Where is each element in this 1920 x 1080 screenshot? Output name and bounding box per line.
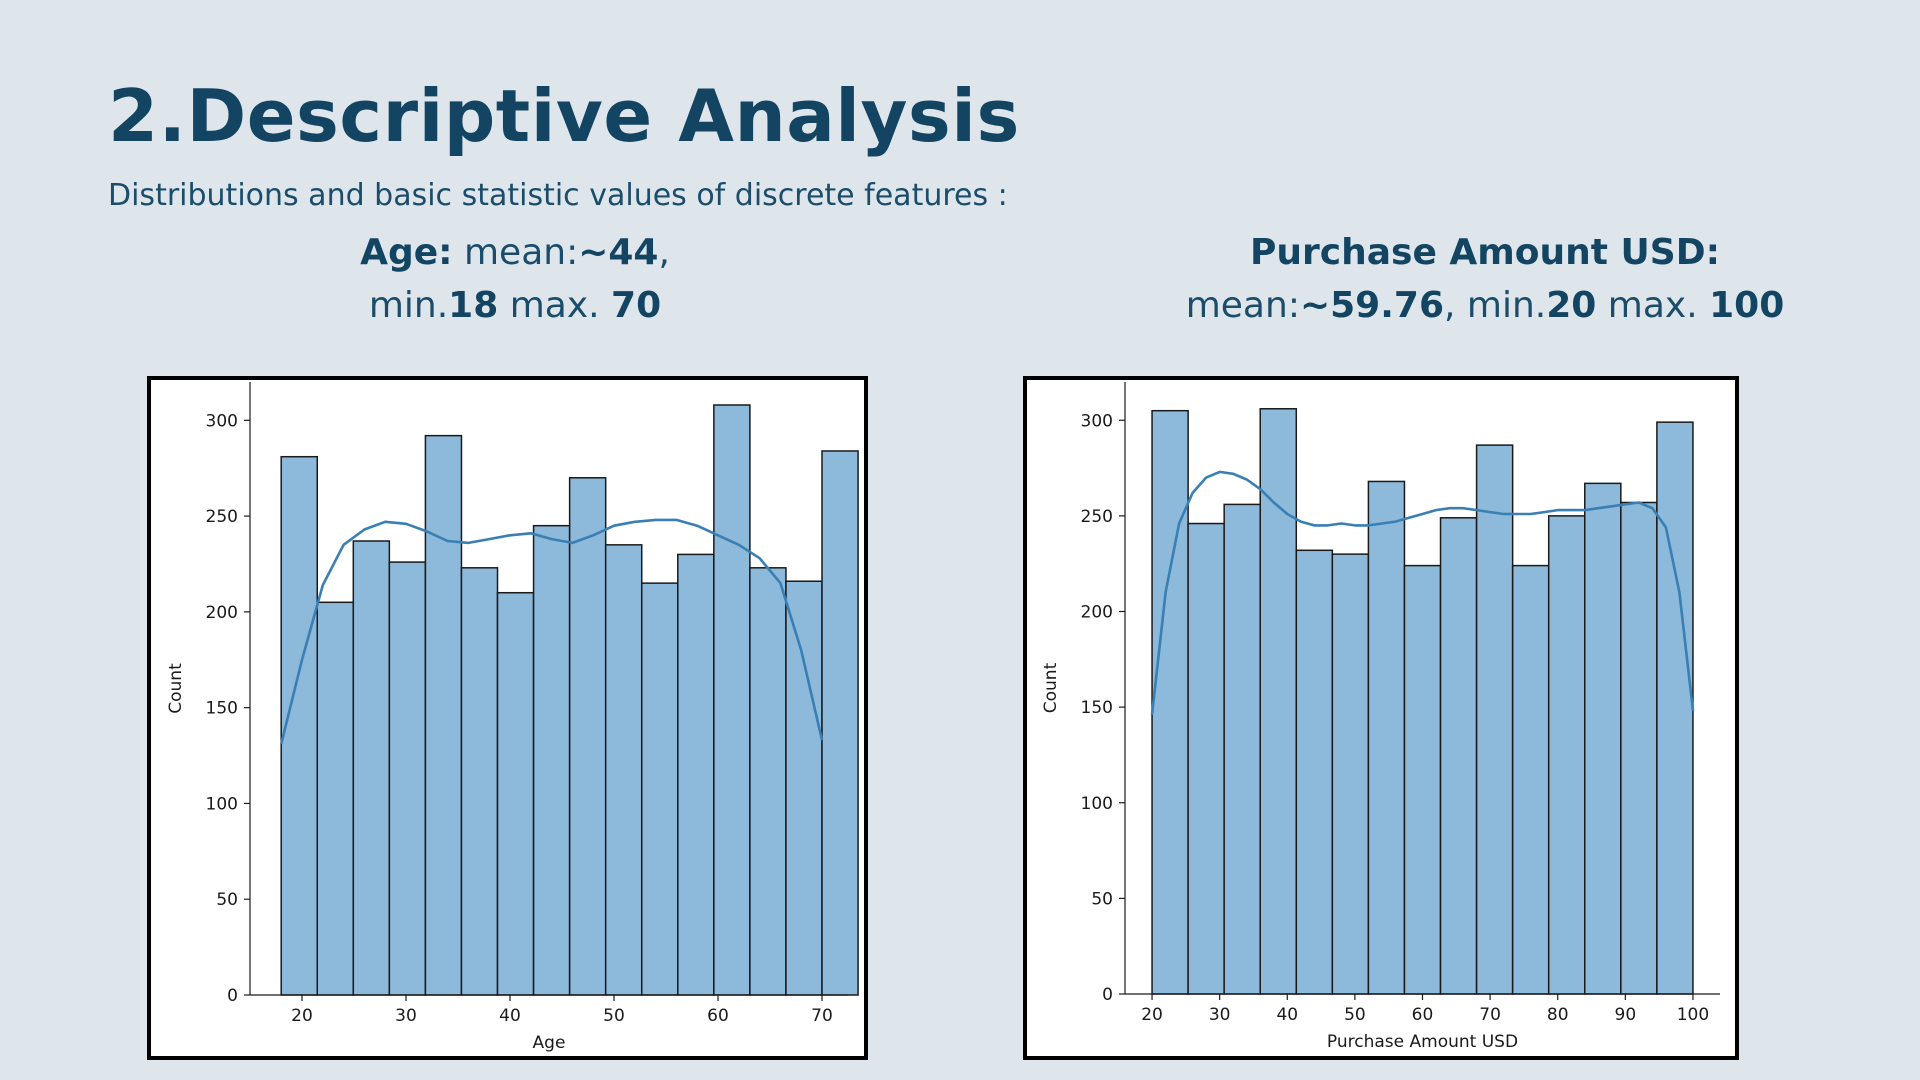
age-bar bbox=[713, 404, 751, 996]
purchase-amount-histogram-plot: 0 50 100 150 200 250 300 20 30 40 50 60 70 80 90 100 Pur… bbox=[1041, 382, 1720, 1052]
purchase-y-tick-label: 150 bbox=[1081, 698, 1113, 718]
purchase-x-tick-label: 100 bbox=[1677, 1005, 1709, 1025]
age-bar bbox=[460, 567, 499, 996]
age-y-tick-label: 100 bbox=[206, 794, 238, 814]
age-mean-label: mean: bbox=[452, 232, 579, 273]
purchase-x-tick-label: 80 bbox=[1547, 1005, 1569, 1025]
age-histogram-plot: 0 50 100 150 200 250 300 20 30 40 50 60 70 Age Count bbox=[166, 382, 859, 1053]
purchase-bar bbox=[1620, 501, 1658, 995]
age-bar bbox=[424, 434, 463, 996]
age-min-value: 18 bbox=[448, 285, 499, 326]
age-bar bbox=[568, 477, 607, 996]
age-bar bbox=[821, 450, 859, 996]
age-stat-name: Age: bbox=[360, 232, 453, 273]
age-kde-line bbox=[279, 518, 824, 745]
age-bar bbox=[316, 601, 355, 996]
purchase-bar bbox=[1367, 480, 1406, 995]
age-y-tick-label: 200 bbox=[206, 603, 238, 623]
age-y-tick-label: 50 bbox=[216, 890, 238, 910]
purchase-bar bbox=[1151, 409, 1189, 995]
purchase-bar bbox=[1584, 482, 1622, 995]
purchase-x-tick-label: 30 bbox=[1209, 1005, 1231, 1025]
age-bar bbox=[640, 582, 679, 996]
purchase-x-tick-label: 20 bbox=[1141, 1005, 1163, 1025]
purchase-kde-line bbox=[1150, 470, 1695, 715]
age-stats: Age: mean:~44, min.18 max. 70 bbox=[315, 226, 715, 332]
age-bar bbox=[496, 591, 535, 996]
purchase-bar bbox=[1295, 549, 1334, 995]
age-bar bbox=[388, 561, 427, 996]
purchase-bar bbox=[1223, 503, 1261, 995]
age-x-tick-label: 20 bbox=[291, 1006, 313, 1026]
purchase-min-label: min. bbox=[1466, 285, 1547, 326]
purchase-bar bbox=[1403, 564, 1442, 995]
purchase-bar bbox=[1331, 553, 1370, 995]
purchase-y-tick-label: 50 bbox=[1091, 889, 1113, 909]
purchase-y-tick-label: 200 bbox=[1081, 603, 1113, 623]
purchase-max-value: 100 bbox=[1709, 285, 1785, 326]
age-comma: , bbox=[658, 232, 670, 273]
purchase-comma: , bbox=[1444, 285, 1467, 326]
age-stats-line-1: Age: mean:~44, bbox=[315, 226, 715, 279]
purchase-stat-name: Purchase Amount USD: bbox=[1250, 232, 1720, 273]
slide-title: 2.Descriptive Analysis bbox=[108, 74, 1020, 158]
purchase-mean-label: mean: bbox=[1185, 285, 1300, 326]
purchase-bar bbox=[1547, 515, 1586, 995]
age-bar bbox=[280, 455, 319, 996]
purchase-bar bbox=[1475, 444, 1514, 995]
age-x-tick-label: 30 bbox=[395, 1006, 417, 1026]
purchase-bar bbox=[1187, 522, 1225, 995]
age-x-axis-label: Age bbox=[533, 1033, 566, 1053]
age-x-tick-label: 70 bbox=[811, 1006, 833, 1026]
purchase-stats: Purchase Amount USD: mean:~59.76, min.20… bbox=[1160, 226, 1810, 332]
purchase-x-axis-label: Purchase Amount USD bbox=[1327, 1032, 1518, 1052]
age-max-label: max. bbox=[498, 285, 612, 326]
purchase-bar bbox=[1259, 408, 1298, 995]
purchase-x-tick-label: 40 bbox=[1276, 1005, 1298, 1025]
age-y-axis-label: Count bbox=[166, 663, 186, 714]
age-y-tick-label: 150 bbox=[206, 699, 238, 719]
age-x-tick-label: 40 bbox=[499, 1006, 521, 1026]
age-stats-line-2: min.18 max. 70 bbox=[315, 279, 715, 332]
purchase-stats-line-2: mean:~59.76, min.20 max. 100 bbox=[1160, 279, 1810, 332]
age-bar bbox=[532, 524, 571, 996]
age-y-tick-label: 300 bbox=[206, 411, 238, 431]
age-bar bbox=[749, 567, 787, 996]
purchase-mean-value: ~59.76 bbox=[1299, 285, 1444, 326]
age-x-tick-label: 60 bbox=[707, 1006, 729, 1026]
age-y-tick-label: 250 bbox=[206, 507, 238, 527]
age-bar bbox=[352, 540, 391, 996]
purchase-x-tick-label: 60 bbox=[1412, 1005, 1434, 1025]
purchase-stats-line-1: Purchase Amount USD: bbox=[1160, 226, 1810, 279]
purchase-x-tick-label: 50 bbox=[1344, 1005, 1366, 1025]
slide-subtitle: Distributions and basic statistic values… bbox=[108, 178, 1008, 213]
purchase-bar bbox=[1439, 517, 1478, 995]
purchase-y-tick-label: 250 bbox=[1081, 507, 1113, 527]
purchase-x-tick-label: 70 bbox=[1479, 1005, 1501, 1025]
purchase-max-label: max. bbox=[1596, 285, 1710, 326]
age-max-value: 70 bbox=[611, 285, 662, 326]
age-min-label: min. bbox=[368, 285, 449, 326]
age-bar bbox=[785, 580, 823, 996]
purchase-bar bbox=[1511, 564, 1550, 995]
age-bar bbox=[604, 544, 643, 996]
age-histogram: 0 50 100 150 200 250 300 20 30 40 50 60 70 Age Count bbox=[147, 376, 868, 1060]
purchase-y-tick-label: 100 bbox=[1081, 794, 1113, 814]
age-x-tick-label: 50 bbox=[603, 1006, 625, 1026]
purchase-x-tick-label: 90 bbox=[1615, 1005, 1637, 1025]
purchase-y-tick-label: 300 bbox=[1081, 411, 1113, 431]
purchase-bar bbox=[1656, 421, 1694, 995]
age-y-tick-label: 0 bbox=[227, 986, 238, 1006]
purchase-amount-histogram: 0 50 100 150 200 250 300 20 30 40 50 60 70 80 90 100 Pur… bbox=[1023, 376, 1739, 1060]
age-bar bbox=[677, 553, 715, 996]
purchase-y-axis-label: Count bbox=[1041, 662, 1061, 713]
purchase-min-value: 20 bbox=[1546, 285, 1597, 326]
purchase-y-tick-label: 0 bbox=[1102, 985, 1113, 1005]
age-mean-value: ~44 bbox=[578, 232, 659, 273]
